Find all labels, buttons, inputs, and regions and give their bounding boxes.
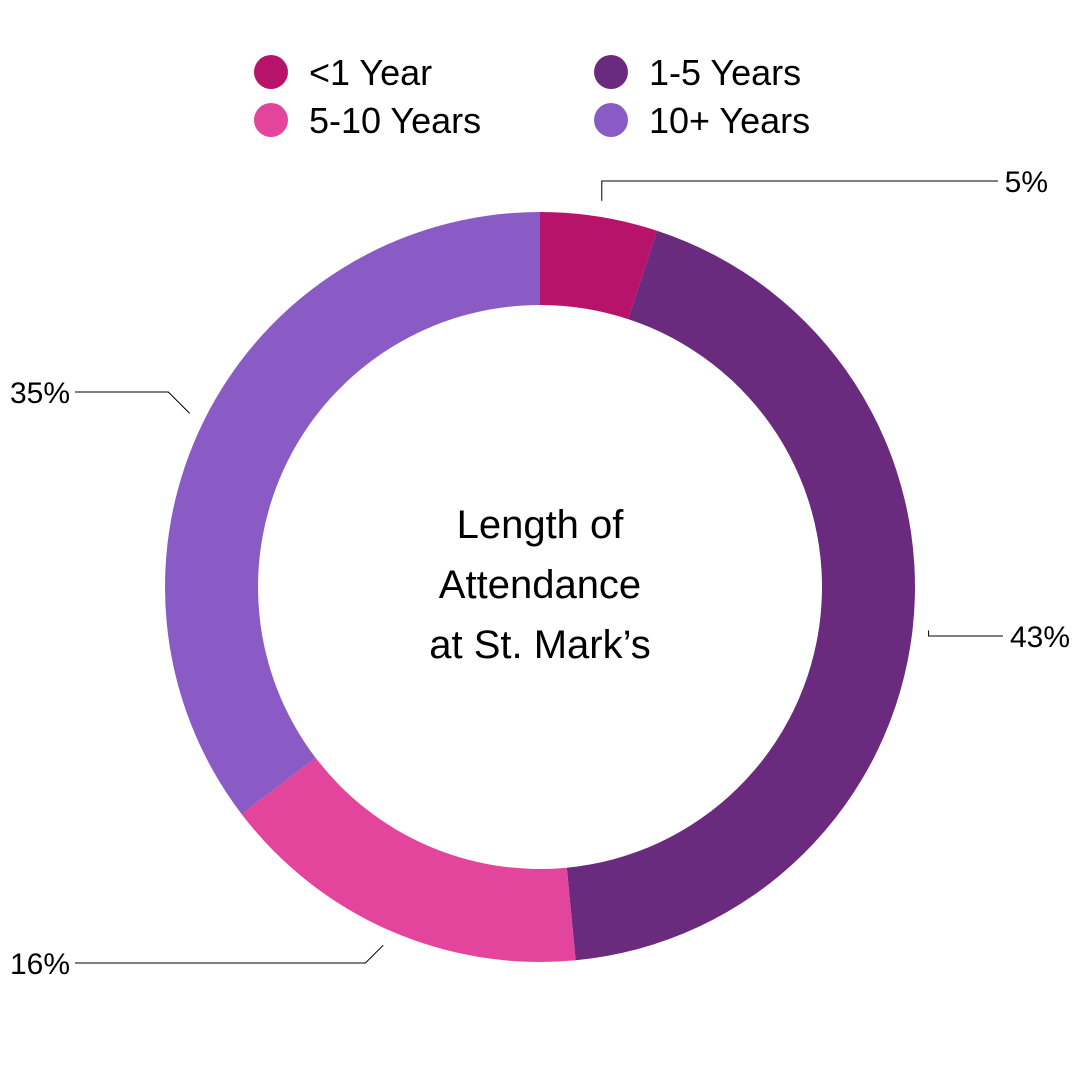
center-title-line-1: Length of (457, 503, 625, 547)
legend-swatch-10-plus-years (594, 103, 628, 137)
center-title-line-2: Attendance (439, 563, 641, 607)
legend-swatch-lt-1-year (254, 55, 288, 89)
slice-1-5-years (566, 230, 915, 961)
leader-line-10-plus-years (75, 391, 191, 414)
center-title-line-3: at St. Mark’s (429, 623, 651, 667)
legend-label-5-10-years: 5-10 Years (309, 100, 481, 141)
legend-label-lt-1-year: <1 Year (309, 52, 432, 93)
leader-line-lt-1-year (601, 180, 998, 201)
value-label-lt-1-year: 5% (1005, 166, 1048, 199)
slice-lt-1-year (540, 212, 658, 320)
legend-swatch-1-5-years (594, 55, 628, 89)
value-label-10-plus-years: 35% (10, 377, 70, 410)
leader-line-5-10-years (75, 944, 384, 964)
value-label-5-10-years: 16% (10, 948, 70, 981)
value-label-1-5-years: 43% (1010, 621, 1070, 654)
leader-line-1-5-years (928, 630, 1003, 637)
legend-label-10-plus-years: 10+ Years (649, 100, 810, 141)
slice-5-10-years (241, 757, 576, 962)
legend-swatch-5-10-years (254, 103, 288, 137)
legend-label-1-5-years: 1-5 Years (649, 52, 801, 93)
slice-10-plus-years (164, 212, 540, 815)
